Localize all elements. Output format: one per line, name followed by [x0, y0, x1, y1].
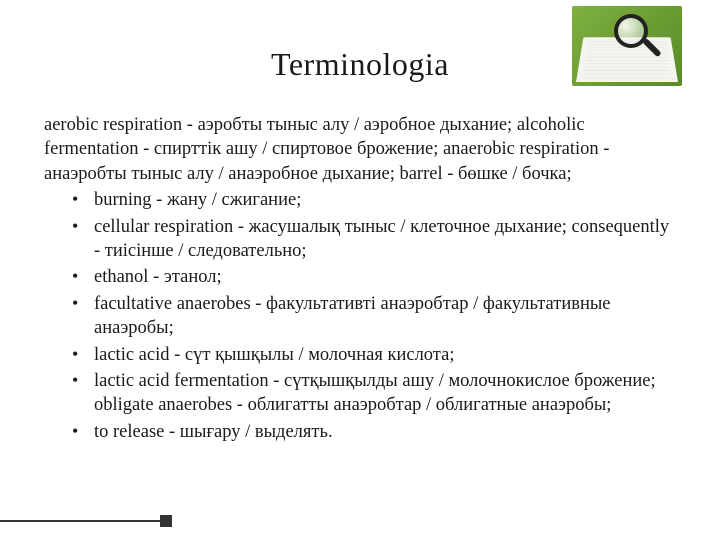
dictionary-magnifier-image [572, 6, 682, 86]
list-item: cellular respiration - жасушалық тыныс /… [72, 215, 676, 264]
list-item: burning - жану / сжигание; [72, 188, 676, 212]
list-item: facultative anaerobes - факультативті ан… [72, 292, 676, 341]
list-item: to release - шығару / выделять. [72, 420, 676, 444]
magnifying-glass-icon [614, 14, 654, 54]
header: Terminologia [44, 28, 676, 83]
footer-decoration-square [160, 515, 172, 527]
list-item: lactic acid fermentation - сүтқышқылды а… [72, 369, 676, 418]
intro-paragraph: aerobic respiration - аэробты тыныс алу … [44, 113, 676, 186]
list-item: ethanol - этанол; [72, 265, 676, 289]
slide: Terminologia aerobic respiration - аэроб… [0, 0, 720, 540]
footer-decoration-line [0, 520, 160, 522]
terms-list: burning - жану / сжигание; cellular resp… [44, 188, 676, 444]
list-item: lactic acid - сүт қышқылы / молочная кис… [72, 343, 676, 367]
page-title: Terminologia [271, 46, 449, 83]
